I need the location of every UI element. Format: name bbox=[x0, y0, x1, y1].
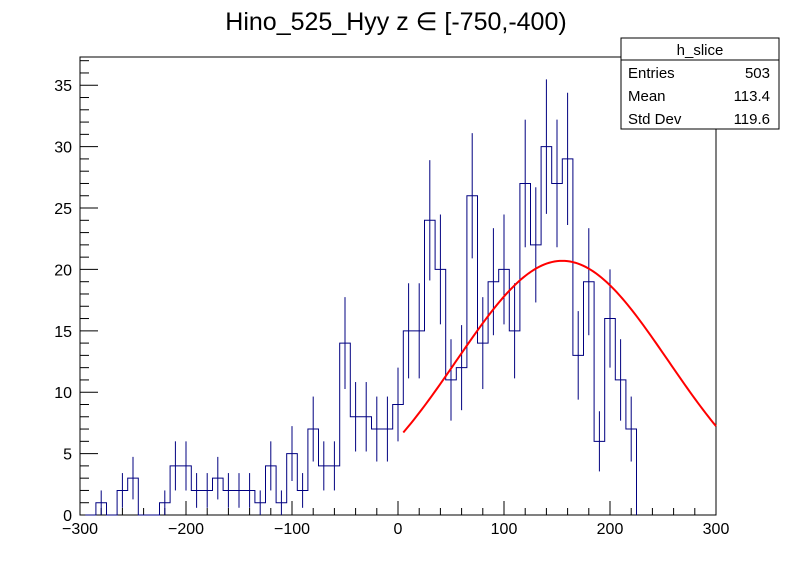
x-tick-label: 0 bbox=[394, 521, 403, 538]
stats-box-frame bbox=[620, 37, 780, 130]
histogram-bin bbox=[545, 79, 547, 214]
histogram-bin bbox=[492, 228, 494, 336]
histogram-bin bbox=[185, 441, 187, 491]
x-tick-label: 200 bbox=[597, 521, 624, 538]
stats-entries-value: 503 bbox=[745, 65, 770, 82]
histogram-bin bbox=[577, 311, 579, 400]
histogram-bin bbox=[100, 490, 102, 515]
histogram-bin bbox=[535, 187, 537, 303]
histogram-bin bbox=[206, 473, 208, 508]
x-tick-label: −100 bbox=[274, 521, 310, 538]
histogram-bin bbox=[418, 283, 420, 379]
histogram-bin bbox=[132, 456, 134, 500]
histogram-bin bbox=[598, 411, 600, 472]
histogram-bin bbox=[397, 367, 399, 442]
histogram-bin bbox=[439, 214, 441, 325]
y-tick-label: 35 bbox=[54, 78, 72, 95]
stats-box: h_slice Entries 503 Mean 113.4 Std Dev 1… bbox=[620, 37, 780, 130]
histogram-bin bbox=[461, 325, 463, 411]
histogram-bin bbox=[450, 339, 452, 421]
histogram-bin bbox=[217, 456, 219, 500]
histogram-bin bbox=[620, 339, 622, 421]
histogram-bin bbox=[365, 382, 367, 452]
histogram-bin bbox=[333, 441, 335, 491]
histogram-bin bbox=[270, 441, 272, 491]
histogram-bin bbox=[323, 441, 325, 491]
histogram-bin bbox=[471, 133, 473, 259]
histogram-bin bbox=[312, 396, 314, 462]
histogram-bin bbox=[196, 473, 198, 508]
histogram-bin bbox=[121, 473, 123, 508]
histogram-bin bbox=[164, 490, 166, 515]
histogram-bin bbox=[355, 382, 357, 452]
histogram-bin bbox=[249, 473, 251, 508]
histogram-bin bbox=[408, 283, 410, 379]
histogram-bin bbox=[344, 297, 346, 390]
y-tick-label: 15 bbox=[54, 324, 72, 341]
histogram-bin bbox=[429, 160, 431, 281]
y-tick-label: 5 bbox=[63, 447, 72, 464]
stats-mean-label: Mean bbox=[628, 88, 666, 105]
x-tick-label: 300 bbox=[703, 521, 730, 538]
histogram-bin bbox=[302, 473, 304, 508]
x-tick-label: 100 bbox=[491, 521, 518, 538]
histogram-bin bbox=[524, 119, 526, 248]
histogram-bin bbox=[259, 490, 261, 515]
histogram-bin bbox=[291, 426, 293, 482]
histogram-series bbox=[85, 79, 637, 516]
fit-curve-group bbox=[402, 259, 717, 434]
histogram-bin bbox=[588, 228, 590, 336]
fit-curve bbox=[402, 259, 717, 434]
y-tick-label: 20 bbox=[54, 262, 72, 279]
histogram-bin bbox=[238, 473, 240, 508]
histogram-bin bbox=[482, 297, 484, 390]
histogram-bin bbox=[514, 283, 516, 379]
histogram-bin bbox=[280, 490, 282, 515]
y-tick-label: 10 bbox=[54, 385, 72, 402]
histogram-bin bbox=[376, 396, 378, 462]
histogram-bin bbox=[503, 214, 505, 325]
stats-box-name: h_slice bbox=[677, 42, 724, 59]
histogram-bin bbox=[567, 92, 569, 226]
stats-mean-value: 113.4 bbox=[734, 88, 770, 105]
x-tick-label: −300 bbox=[62, 521, 98, 538]
y-tick-label: 30 bbox=[54, 140, 72, 157]
histogram-bin bbox=[386, 396, 388, 462]
chart-title: Hino_525_Hyy z ∈ [-750,-400) bbox=[225, 8, 566, 36]
histogram-bin bbox=[630, 396, 632, 462]
histogram-bin bbox=[556, 119, 558, 248]
stats-stddev-label: Std Dev bbox=[628, 111, 682, 128]
x-tick-label: −200 bbox=[168, 521, 204, 538]
histogram-bin bbox=[174, 441, 176, 491]
axes: −300 −200 −100 0 100 200 300 0 5 10 15 20 25 30 35 bbox=[54, 56, 730, 538]
y-tick-label: 0 bbox=[63, 508, 72, 525]
y-tick-label: 25 bbox=[54, 201, 72, 218]
histogram-bin bbox=[227, 473, 229, 508]
stats-entries-label: Entries bbox=[628, 65, 675, 82]
stats-stddev-value: 119.6 bbox=[734, 111, 770, 128]
